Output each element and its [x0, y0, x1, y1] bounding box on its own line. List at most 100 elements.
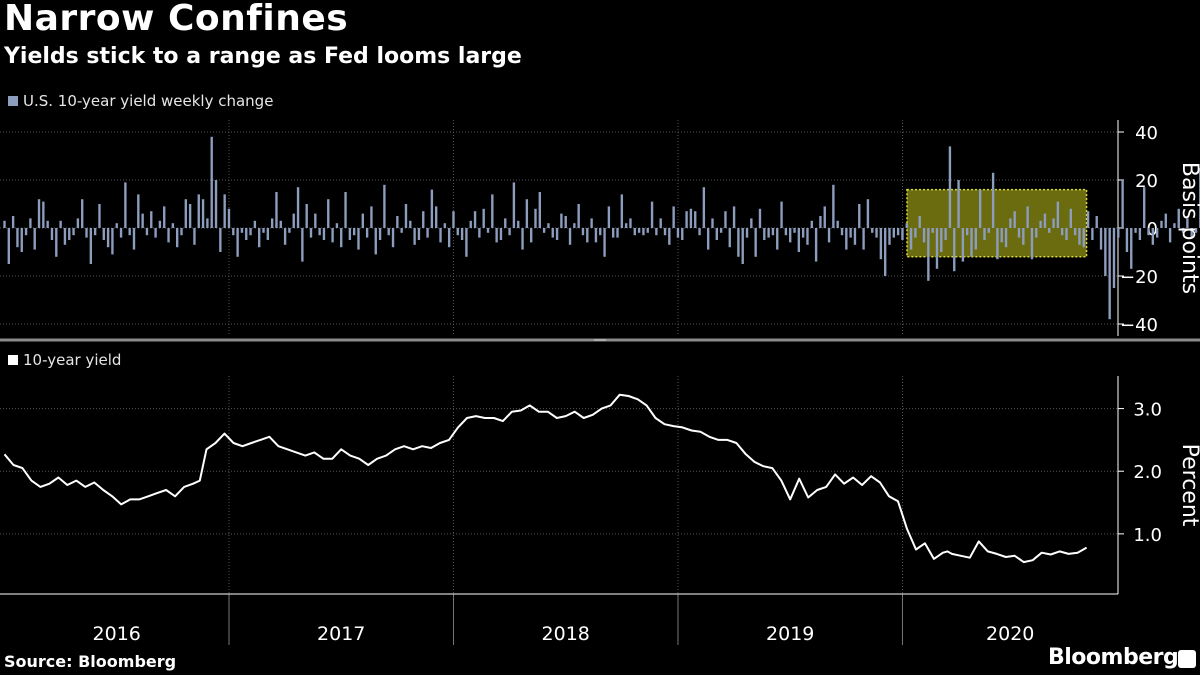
bar: [724, 211, 727, 228]
bar: [59, 220, 62, 228]
bar: [7, 228, 10, 264]
bar: [681, 228, 684, 240]
bar: [150, 211, 153, 228]
bar: [266, 228, 270, 240]
bar: [629, 218, 632, 228]
bar: [728, 228, 731, 248]
bar: [1009, 218, 1012, 228]
bar: [275, 192, 278, 228]
bar: [758, 208, 762, 228]
bar: [974, 228, 978, 250]
bar: [927, 228, 930, 281]
bar: [1151, 228, 1155, 245]
bar: [1095, 216, 1098, 228]
bar: [797, 228, 801, 252]
bar: [694, 211, 697, 228]
bar: [318, 228, 321, 236]
bar: [1190, 228, 1193, 238]
bar: [719, 228, 723, 233]
bar: [1022, 228, 1025, 245]
y-tick-label-bottom: 3.0: [1133, 400, 1162, 421]
bar: [702, 187, 706, 228]
bar: [560, 213, 563, 228]
bar: [219, 228, 222, 252]
legend-label-line: 10-year yield: [23, 351, 122, 369]
bar: [491, 194, 494, 228]
bar: [119, 228, 123, 238]
bar: [301, 228, 304, 262]
bar: [322, 228, 326, 240]
bar: [948, 146, 952, 228]
bar: [784, 228, 788, 236]
bar: [482, 208, 485, 228]
bar: [426, 228, 429, 238]
chart-icon: [1178, 650, 1196, 668]
chart-subtitle: Yields stick to a range as Fed looms lar…: [4, 44, 522, 69]
bar: [331, 228, 334, 243]
bar: [1138, 228, 1142, 240]
bar: [370, 206, 373, 228]
bar: [89, 228, 93, 264]
bar: [223, 194, 226, 228]
bar: [214, 180, 218, 228]
bar: [106, 228, 110, 248]
bar: [180, 228, 183, 236]
bar: [167, 228, 170, 243]
bar: [1112, 228, 1116, 288]
bar: [409, 220, 412, 228]
bar: [659, 218, 662, 228]
legend-swatch-line: [8, 355, 18, 365]
bar: [1194, 228, 1198, 233]
bar: [20, 228, 23, 252]
bar: [193, 228, 196, 245]
bar: [983, 228, 986, 240]
bar: [1086, 211, 1090, 228]
bar: [1091, 228, 1094, 240]
bar: [1039, 220, 1042, 228]
bar: [378, 228, 382, 240]
bar: [443, 223, 447, 228]
bar: [1147, 228, 1150, 236]
bar: [875, 228, 878, 238]
bar: [871, 228, 874, 233]
bar: [655, 228, 658, 236]
bar: [517, 220, 520, 228]
bar: [98, 204, 101, 228]
bar: [460, 228, 464, 240]
bar: [801, 228, 805, 238]
bar: [586, 228, 589, 243]
bar: [521, 228, 524, 250]
legend-swatch-bar: [8, 96, 18, 106]
bar: [361, 213, 364, 228]
bar: [564, 216, 567, 228]
bar: [249, 228, 252, 236]
bar: [236, 228, 239, 257]
bar: [1121, 180, 1124, 228]
bar: [594, 228, 598, 243]
bar: [901, 228, 904, 240]
y-tick-label-bottom: 1.0: [1133, 525, 1162, 546]
bar: [853, 228, 857, 245]
bar: [1035, 228, 1038, 238]
bar: [46, 220, 49, 228]
bar: [76, 218, 80, 228]
brand-logo: Bloomberg: [1048, 645, 1179, 670]
bar: [650, 201, 654, 228]
y-axis-title-bottom: Percent: [1177, 444, 1200, 527]
bar: [374, 228, 377, 255]
bar: [184, 199, 187, 228]
bar: [1056, 201, 1060, 228]
bar: [128, 228, 131, 236]
bar: [862, 228, 865, 250]
bar: [102, 228, 105, 240]
bar: [63, 228, 67, 245]
bar: [577, 204, 580, 228]
bar: [991, 172, 995, 228]
bar: [987, 228, 990, 233]
bar: [737, 228, 740, 257]
bar: [175, 228, 179, 248]
bar: [253, 220, 257, 228]
bar: [435, 206, 438, 228]
bar: [840, 228, 844, 236]
bar: [741, 228, 744, 264]
